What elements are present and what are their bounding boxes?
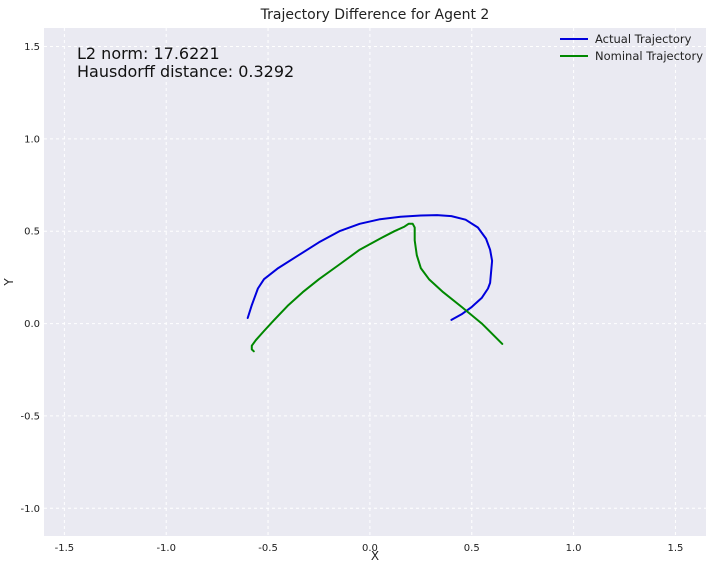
y-tick-label: 0.0: [24, 319, 40, 330]
legend-label-nominal: Nominal Trajectory: [595, 49, 703, 63]
chart-title: Trajectory Difference for Agent 2: [260, 7, 490, 23]
actual-trajectory-line: [246, 214, 494, 321]
grid-lines: [44, 28, 706, 536]
y-tick-label: -0.5: [20, 411, 40, 422]
nominal-trajectory-line: [250, 222, 504, 353]
x-tick-label: 0.0: [362, 543, 378, 554]
x-tick-label: 1.5: [667, 543, 683, 554]
x-tick-label: -1.5: [55, 543, 75, 554]
y-tick-label: -1.0: [20, 504, 40, 515]
x-tick-labels: -1.5 -1.0 -0.5 0.0 0.5 1.0 1.5: [55, 543, 684, 554]
y-tick-label: 1.5: [24, 42, 40, 53]
x-tick-label: -0.5: [258, 543, 278, 554]
x-tick-label: -1.0: [156, 543, 176, 554]
x-tick-label: 0.5: [464, 543, 480, 554]
y-axis-label: Y: [2, 278, 16, 287]
y-tick-labels: -1.0 -0.5 0.0 0.5 1.0 1.5: [20, 42, 40, 515]
x-tick-label: 1.0: [566, 543, 582, 554]
legend-label-actual: Actual Trajectory: [595, 32, 692, 46]
hausdorff-annotation: Hausdorff distance: 0.3292: [77, 62, 294, 81]
series-lines: [246, 214, 504, 353]
x-axis-label: X: [371, 549, 379, 563]
y-tick-label: 0.5: [24, 227, 40, 238]
y-tick-label: 1.0: [24, 134, 40, 145]
plot-area: [44, 28, 706, 536]
l2-norm-annotation: L2 norm: 17.6221: [77, 44, 220, 63]
legend: Actual Trajectory Nominal Trajectory: [560, 32, 703, 63]
